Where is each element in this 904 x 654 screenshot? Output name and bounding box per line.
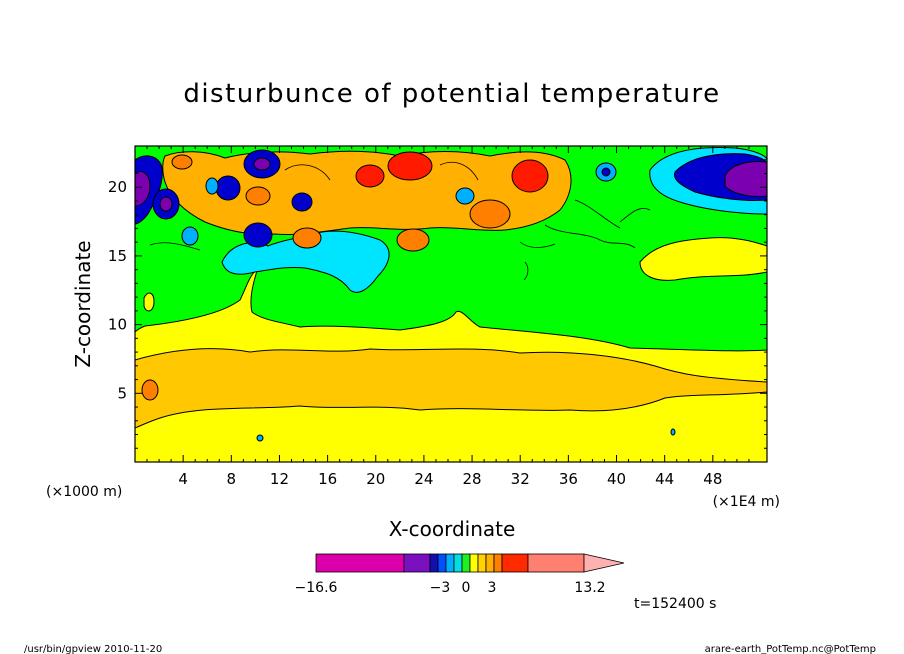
y-tick-label: 15 xyxy=(108,247,127,265)
colorbar-segment xyxy=(315,553,405,573)
blue-blob xyxy=(243,222,273,248)
sky-blob xyxy=(181,226,199,246)
chart-title: disturbunce of potential temperature xyxy=(183,79,720,109)
x-tick-label: 8 xyxy=(227,470,237,488)
x-tick-label: 44 xyxy=(655,470,674,488)
purple-blob xyxy=(253,157,271,171)
colorbar-segment xyxy=(437,553,447,573)
orange-blob xyxy=(469,199,511,229)
sky-blob xyxy=(205,177,219,195)
sky-blob xyxy=(670,428,676,436)
colorbar-segment xyxy=(485,553,495,573)
colorbar-label-min: −16.6 xyxy=(295,580,338,596)
x-tick-label: 24 xyxy=(414,470,433,488)
yellow-patch-left xyxy=(143,292,155,312)
orange-band xyxy=(135,348,767,429)
sky-blob xyxy=(256,434,264,442)
x-tick-label: 4 xyxy=(178,470,188,488)
blue-blob xyxy=(601,167,611,177)
x-tick-label: 48 xyxy=(703,470,722,488)
y-axis-label: Z-coordinate xyxy=(71,240,95,367)
orange-blob xyxy=(396,228,430,252)
colorbar-arrow xyxy=(583,553,625,573)
colorbar-segment xyxy=(403,553,431,573)
colorbar-segment xyxy=(445,553,455,573)
x-tick-label: 36 xyxy=(559,470,578,488)
footer-right: arare-earth_PotTemp.nc@PotTemp xyxy=(705,644,876,654)
colorbar-segment xyxy=(461,553,471,573)
colorbar xyxy=(315,553,625,573)
colorbar-segment xyxy=(469,553,479,573)
red-blob xyxy=(387,151,433,181)
colorbar-segment xyxy=(493,553,503,573)
colorbar-label-max: 13.2 xyxy=(574,580,605,596)
orange-blob xyxy=(245,186,271,206)
y-tick-label: 20 xyxy=(108,178,127,196)
purple-blob xyxy=(159,196,173,212)
colorbar-label-zero: 0 xyxy=(462,580,471,596)
x-tick-label: 32 xyxy=(511,470,530,488)
colorbar-segment xyxy=(429,553,439,573)
colorbar-segment xyxy=(501,553,529,573)
colorbar-label-3: 3 xyxy=(488,580,497,596)
colorbar-segment xyxy=(477,553,487,573)
plot-frame xyxy=(134,145,768,463)
purple-patch-right xyxy=(724,161,767,197)
x-tick-label: 28 xyxy=(463,470,482,488)
time-label: t=152400 s xyxy=(634,596,716,612)
orange-blob xyxy=(141,379,159,401)
red-blob xyxy=(511,159,549,193)
purple-patch-left xyxy=(135,171,151,207)
x-unit-left: (×1000 m) xyxy=(46,484,122,500)
x-tick-label: 20 xyxy=(366,470,385,488)
x-tick-label: 12 xyxy=(270,470,289,488)
x-unit-right: (×1E4 m) xyxy=(713,494,780,510)
colorbar-segment xyxy=(453,553,463,573)
orange-blob xyxy=(292,227,322,249)
blue-blob xyxy=(291,192,313,212)
footer-left: /usr/bin/gpview 2010-11-20 xyxy=(24,644,162,654)
blue-blob xyxy=(215,175,241,201)
y-tick-label: 5 xyxy=(117,384,127,402)
x-axis-label: X-coordinate xyxy=(389,517,516,541)
x-tick-label: 16 xyxy=(318,470,337,488)
y-tick-label: 10 xyxy=(108,316,127,334)
yellow-patch-right xyxy=(639,237,767,281)
colorbar-label-minus3: −3 xyxy=(430,580,451,596)
contour-lines xyxy=(149,161,651,281)
colorbar-segment xyxy=(527,553,585,573)
red-blob xyxy=(355,164,385,188)
plot-area xyxy=(135,146,767,462)
sky-blob xyxy=(455,187,475,205)
x-tick-label: 40 xyxy=(607,470,626,488)
orange-blob xyxy=(171,154,193,170)
